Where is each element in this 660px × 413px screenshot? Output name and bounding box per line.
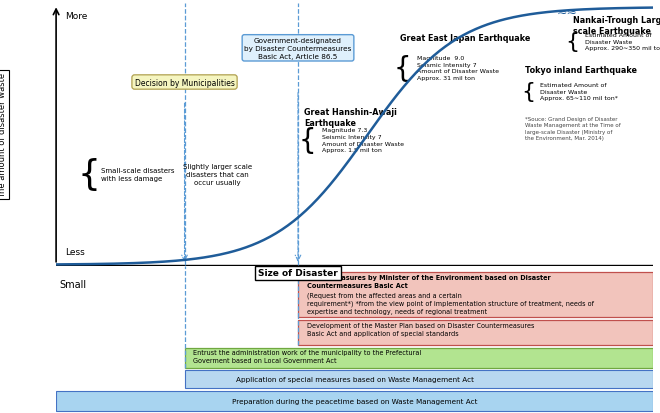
Text: Slightly larger scale
disasters that can
occur usually: Slightly larger scale disasters that can… (183, 164, 252, 185)
Text: Great Hanshin-Awaji
Earthquake: Great Hanshin-Awaji Earthquake (304, 108, 397, 128)
Bar (56, 391, 653, 411)
Text: More: More (65, 12, 87, 21)
Text: Tokyo inland Earthquake: Tokyo inland Earthquake (525, 66, 637, 75)
Text: Decision by Municipalities: Decision by Municipalities (135, 78, 234, 87)
Text: {: { (521, 82, 535, 102)
Text: Proxy measures by Minister of the Environment based on Disaster
Countermeasures : Proxy measures by Minister of the Enviro… (307, 275, 550, 288)
Text: The amount of disaster waste: The amount of disaster waste (0, 73, 7, 198)
Text: (Request from the affected areas and a certain
requirement*) *from the view poin: (Request from the affected areas and a c… (307, 292, 594, 314)
Text: Estimated Amount of
Disaster Waste
Approx. 290∼350 mil ton*: Estimated Amount of Disaster Waste Appro… (585, 33, 660, 51)
Text: Magnitude  9.0
Seismic Intensity 7
Amount of Disaster Waste
Approx. 31 mil ton: Magnitude 9.0 Seismic Intensity 7 Amount… (418, 56, 500, 81)
Text: Government-designated
by Disaster Countermeasures
Basic Act, Article 86.5: Government-designated by Disaster Counte… (244, 38, 352, 60)
Text: Large: Large (623, 280, 650, 290)
Text: Entrust the administration work of the municipality to the Prefectural
Goverment: Entrust the administration work of the m… (193, 349, 422, 363)
Bar (298, 320, 653, 346)
Bar (185, 348, 653, 368)
Bar (298, 272, 653, 318)
Text: Less: Less (65, 247, 84, 256)
Text: Small: Small (59, 280, 86, 290)
Text: {: { (77, 158, 100, 192)
Text: *Souce: Grand Design of Disaster
Waste Management at the Time of
large-scale Dis: *Souce: Grand Design of Disaster Waste M… (525, 117, 621, 140)
Text: Estimated Amount of
Disaster Waste
Approx. 65∼110 mil ton*: Estimated Amount of Disaster Waste Appro… (540, 83, 618, 101)
Text: Nankai-Trough Large-
scale Earthquake: Nankai-Trough Large- scale Earthquake (573, 16, 660, 36)
Text: Application of special measures based on Waste Management Act: Application of special measures based on… (236, 376, 474, 382)
Text: Size of Disaster: Size of Disaster (258, 268, 338, 278)
Text: {: { (394, 55, 411, 82)
Text: {: { (298, 126, 315, 154)
Bar (185, 370, 653, 388)
Text: Small-scale disasters
with less damage: Small-scale disasters with less damage (101, 168, 174, 182)
Text: Development of the Master Plan based on Disaster Countermeasures
Basic Act and a: Development of the Master Plan based on … (307, 322, 535, 336)
Text: {: { (566, 32, 580, 52)
Text: Magnitude 7.3
Seismic Intensity 7
Amount of Disaster Waste
Approx. 1.5 mil ton: Magnitude 7.3 Seismic Intensity 7 Amount… (322, 128, 404, 153)
Text: ≈≈: ≈≈ (556, 5, 578, 19)
Text: Preparation during the peacetime based on Waste Management Act: Preparation during the peacetime based o… (232, 398, 477, 404)
Text: Great East Japan Earthquake: Great East Japan Earthquake (399, 34, 530, 43)
